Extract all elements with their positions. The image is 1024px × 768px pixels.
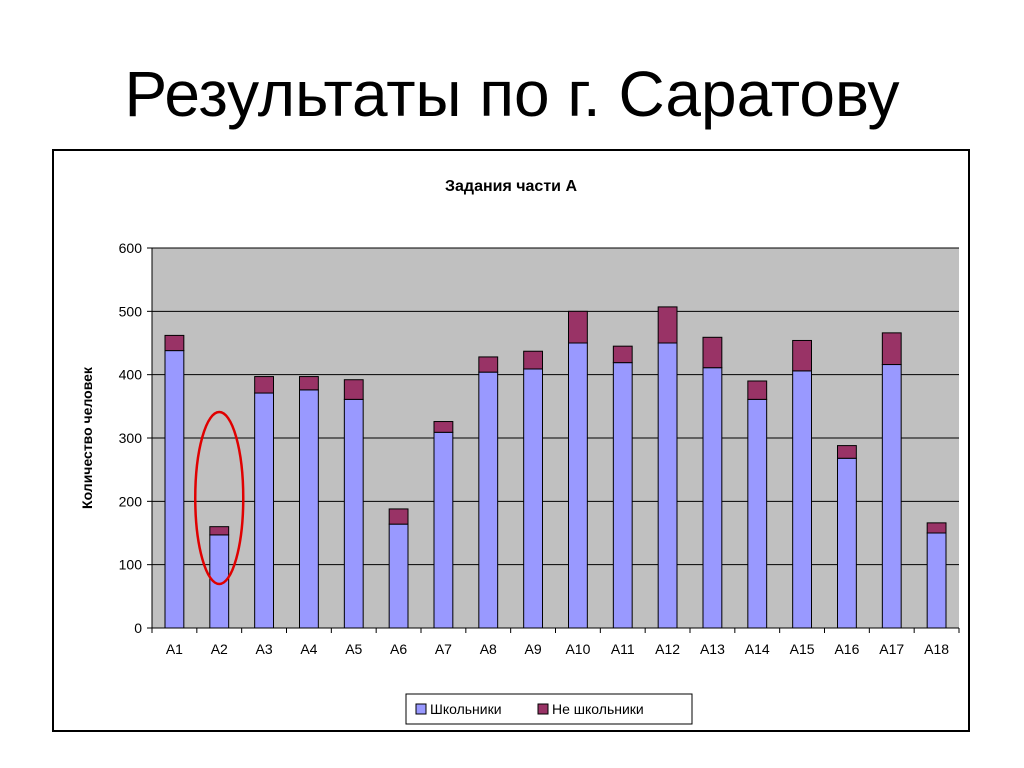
bar-non-schoolchildren-a3 [254, 376, 274, 394]
y-tick-label: 300 [119, 430, 143, 446]
bar-schoolchildren-a18 [926, 532, 947, 629]
bar-schoolchildren-a4 [299, 389, 319, 629]
bar-schoolchildren-a13 [702, 367, 723, 629]
bar-non-schoolchildren-a12 [657, 306, 678, 344]
chart-frame: Задания части А 0 100 200 300 400 500 600 Количе… [52, 149, 970, 732]
bar-non-schoolchildren-a15 [792, 339, 812, 372]
y-tick-label: 100 [119, 557, 143, 573]
bar-schoolchildren-a3 [254, 392, 274, 629]
x-tick-label: A6 [390, 641, 407, 657]
x-tick-label: A3 [256, 641, 273, 657]
x-tick-label: A14 [745, 641, 770, 657]
x-tick-label: A10 [565, 641, 590, 657]
bar-non-schoolchildren-a16 [837, 445, 857, 459]
chart-title: Задания части А [445, 178, 577, 195]
bar-schoolchildren-a5 [343, 398, 364, 629]
y-tick-label: 0 [134, 620, 142, 636]
bar-non-schoolchildren-a18 [926, 522, 947, 534]
y-tick-label: 400 [119, 367, 143, 383]
x-tick-label: A1 [166, 641, 183, 657]
bar-non-schoolchildren-a4 [299, 376, 319, 391]
bar-schoolchildren-a17 [881, 364, 902, 629]
y-tick-label: 200 [119, 493, 143, 509]
bar-schoolchildren-a6 [388, 523, 409, 629]
bar-non-schoolchildren-a14 [747, 380, 768, 400]
bar-non-schoolchildren-a1 [164, 334, 185, 352]
bar-schoolchildren-a10 [568, 342, 588, 629]
bar-non-schoolchildren-a10 [568, 310, 588, 344]
bar-schoolchildren-a1 [164, 350, 185, 629]
x-tick-label: A13 [700, 641, 725, 657]
x-tick-label: A7 [435, 641, 452, 657]
bar-non-schoolchildren-a5 [343, 379, 364, 400]
legend-swatch [537, 703, 549, 715]
x-tick-label: A18 [924, 641, 949, 657]
bar-schoolchildren-a11 [612, 362, 633, 629]
bar-schoolchildren-a8 [478, 371, 499, 629]
x-tick-label: A8 [480, 641, 497, 657]
legend-item-label: Не школьники [552, 701, 644, 717]
bar-non-schoolchildren-a13 [702, 336, 723, 369]
legend-swatch [415, 703, 427, 715]
bar-schoolchildren-a12 [657, 342, 678, 629]
bar-schoolchildren-a15 [792, 370, 812, 629]
x-tick-label: A4 [300, 641, 317, 657]
bar-non-schoolchildren-a9 [523, 350, 543, 370]
bar-schoolchildren-a14 [747, 398, 768, 629]
x-tick-label: A17 [879, 641, 904, 657]
x-tick-label: A11 [611, 641, 635, 657]
legend [405, 693, 693, 725]
x-tick-label: A2 [211, 641, 228, 657]
bar-non-schoolchildren-a11 [612, 345, 633, 364]
highlight-ellipse [194, 410, 245, 586]
x-tick-label: A5 [345, 641, 362, 657]
x-tick-label: A16 [834, 641, 859, 657]
bar-schoolchildren-a7 [433, 431, 454, 629]
bar-non-schoolchildren-a6 [388, 508, 409, 525]
y-tick-label: 600 [119, 240, 143, 256]
x-tick-label: A15 [790, 641, 815, 657]
legend-item-label: Школьники [430, 701, 502, 717]
bar-schoolchildren-a16 [837, 457, 857, 629]
bar-non-schoolchildren-a17 [881, 332, 902, 366]
y-axis-label: Количество человек [79, 366, 95, 509]
bar-chart: Задания части А 0 100 200 300 400 500 600 Количе… [79, 178, 960, 725]
x-tick-label: A12 [655, 641, 680, 657]
bar-non-schoolchildren-a8 [478, 356, 499, 373]
x-tick-label: A9 [525, 641, 542, 657]
bar-non-schoolchildren-a7 [433, 421, 454, 433]
y-tick-label: 500 [119, 303, 143, 319]
slide-title: Результаты по г. Саратову [124, 58, 900, 130]
bar-schoolchildren-a9 [523, 368, 543, 629]
bar-non-schoolchildren-a2 [209, 526, 230, 536]
